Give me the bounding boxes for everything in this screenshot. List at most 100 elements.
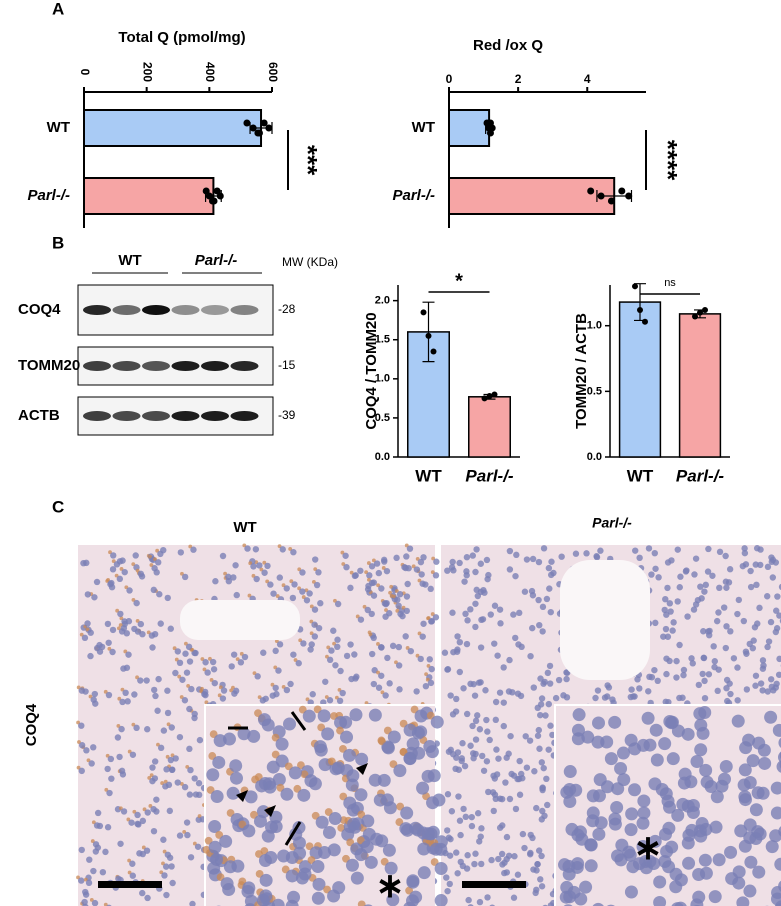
nucleus xyxy=(417,558,425,566)
nucleus xyxy=(393,764,407,778)
nucleus xyxy=(637,794,651,808)
nucleus xyxy=(735,596,743,604)
nucleus xyxy=(353,673,360,680)
nucleus xyxy=(690,606,698,613)
nucleus xyxy=(701,588,708,595)
nucleus xyxy=(459,740,466,747)
nucleus xyxy=(345,778,359,792)
nucleus xyxy=(307,646,314,653)
nucleus xyxy=(737,778,751,792)
nucleus xyxy=(370,680,378,688)
y-tick-label: 0.5 xyxy=(587,385,602,397)
nucleus xyxy=(563,765,577,779)
nucleus xyxy=(182,650,189,657)
nucleus xyxy=(536,621,543,629)
nucleus xyxy=(295,660,302,667)
nucleus xyxy=(471,860,478,868)
bar xyxy=(448,109,491,147)
nucleus xyxy=(463,554,471,561)
nucleus xyxy=(472,600,479,607)
nucleus xyxy=(464,852,471,859)
nucleus xyxy=(368,579,376,587)
nucleus xyxy=(143,677,150,684)
data-point xyxy=(618,187,626,195)
nucleus xyxy=(288,766,302,780)
nucleus xyxy=(183,819,191,826)
nucleus xyxy=(506,656,513,664)
nucleus xyxy=(351,572,359,580)
histo-row: COQ4 xyxy=(23,703,40,746)
nucleus xyxy=(192,649,199,657)
nucleus xyxy=(514,775,521,783)
nucleus xyxy=(490,772,497,779)
nucleus xyxy=(311,633,319,640)
blot-band xyxy=(142,411,170,421)
nucleus xyxy=(456,817,464,824)
nucleus xyxy=(530,684,537,691)
nucleus xyxy=(381,741,395,755)
nucleus xyxy=(253,575,260,583)
lumen xyxy=(560,560,650,680)
nucleus xyxy=(743,686,751,693)
nucleus xyxy=(671,808,685,822)
nucleus xyxy=(670,619,677,626)
nucleus xyxy=(400,806,414,820)
nucleus xyxy=(244,894,258,906)
nucleus xyxy=(660,633,667,640)
nucleus xyxy=(523,556,531,563)
nucleus xyxy=(671,902,684,906)
nucleus xyxy=(714,687,721,695)
nucleus xyxy=(118,767,126,775)
nucleus xyxy=(776,760,781,773)
nucleus xyxy=(192,791,200,798)
nucleus xyxy=(527,849,534,857)
nucleus xyxy=(122,689,129,697)
nucleus xyxy=(758,756,772,770)
nucleus xyxy=(739,741,753,755)
nucleus xyxy=(495,855,502,863)
stain xyxy=(103,902,108,906)
nucleus xyxy=(172,755,179,762)
nucleus xyxy=(92,700,99,707)
panel-letter: A xyxy=(52,0,64,18)
nucleus xyxy=(769,829,781,843)
nucleus xyxy=(651,549,658,557)
nucleus xyxy=(322,825,336,839)
nucleus xyxy=(474,810,482,817)
nucleus xyxy=(614,853,628,867)
nucleus xyxy=(614,761,628,775)
nucleus xyxy=(104,824,112,831)
nucleus xyxy=(681,727,695,741)
nucleus xyxy=(403,553,410,560)
nucleus xyxy=(94,809,102,817)
nucleus xyxy=(393,554,400,562)
nucleus xyxy=(311,891,325,905)
nucleus xyxy=(505,750,512,757)
nucleus xyxy=(455,766,463,773)
nucleus xyxy=(648,834,662,848)
nucleus xyxy=(416,781,430,795)
nucleus xyxy=(750,637,757,644)
nucleus xyxy=(555,676,563,684)
nucleus xyxy=(370,592,378,599)
nucleus xyxy=(375,569,383,577)
nucleus xyxy=(746,754,760,768)
nucleus xyxy=(347,817,361,831)
nucleus xyxy=(86,856,93,863)
y-tick-label: 1.0 xyxy=(375,373,390,385)
blot-band xyxy=(230,305,259,315)
data-point xyxy=(420,309,427,316)
nucleus xyxy=(516,757,523,765)
nucleus xyxy=(422,581,429,588)
nucleus xyxy=(444,887,451,895)
nucleus xyxy=(191,775,198,782)
nucleus xyxy=(254,673,261,680)
nucleus xyxy=(500,722,507,730)
nucleus xyxy=(90,867,97,875)
nucleus xyxy=(764,688,772,695)
nucleus xyxy=(723,623,730,630)
nucleus xyxy=(78,722,85,729)
nucleus xyxy=(645,545,653,552)
nucleus xyxy=(706,631,713,639)
nucleus xyxy=(653,875,667,889)
